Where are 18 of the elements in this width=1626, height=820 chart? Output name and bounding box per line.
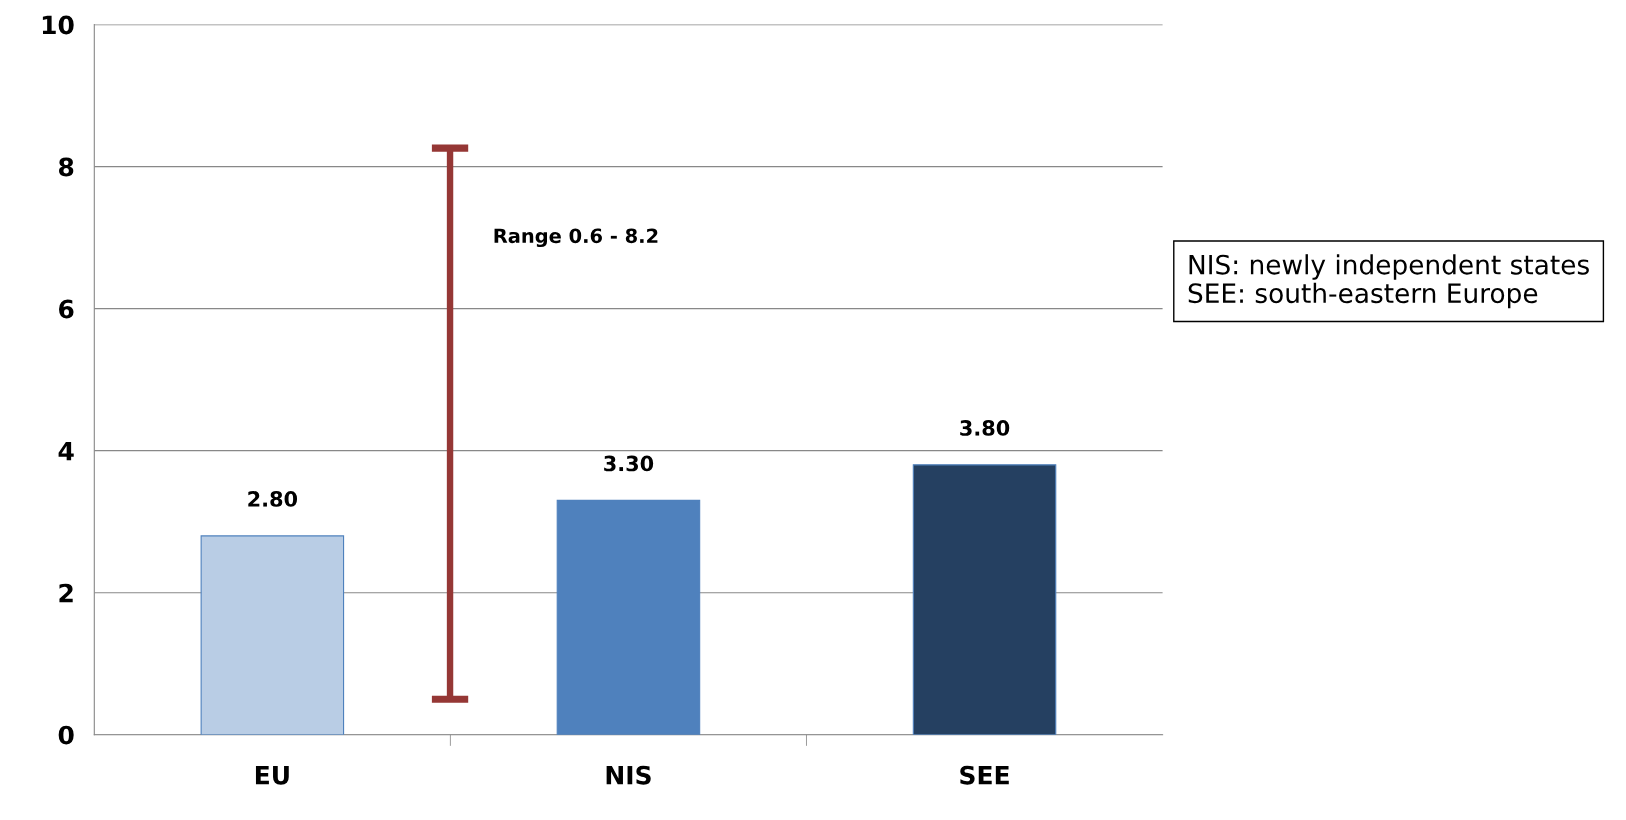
x-tick-label: SEE [960, 765, 1009, 785]
x-tick-label: NIS [606, 765, 651, 785]
bar [912, 464, 1057, 735]
data-label: 3.80 [960, 420, 1010, 436]
data-label: 3.30 [604, 455, 654, 472]
annotation: Range 0.6 - 8.2 [494, 228, 658, 248]
bar [556, 499, 701, 735]
y-tick-label: 0 [58, 725, 74, 745]
y-tick-label: 10 [42, 15, 74, 35]
y-tick-label: 6 [59, 299, 74, 319]
bar [200, 535, 345, 735]
y-tick-label: 4 [58, 441, 74, 461]
y-tick-label: 8 [59, 157, 74, 177]
text: SEE: south-eastern Europe [1188, 282, 1538, 309]
y-tick-label: 2 [59, 583, 73, 603]
data-label: 2.80 [248, 491, 298, 507]
x-tick-label: EU [255, 766, 289, 785]
text: NIS: newly independent states [1189, 254, 1589, 280]
